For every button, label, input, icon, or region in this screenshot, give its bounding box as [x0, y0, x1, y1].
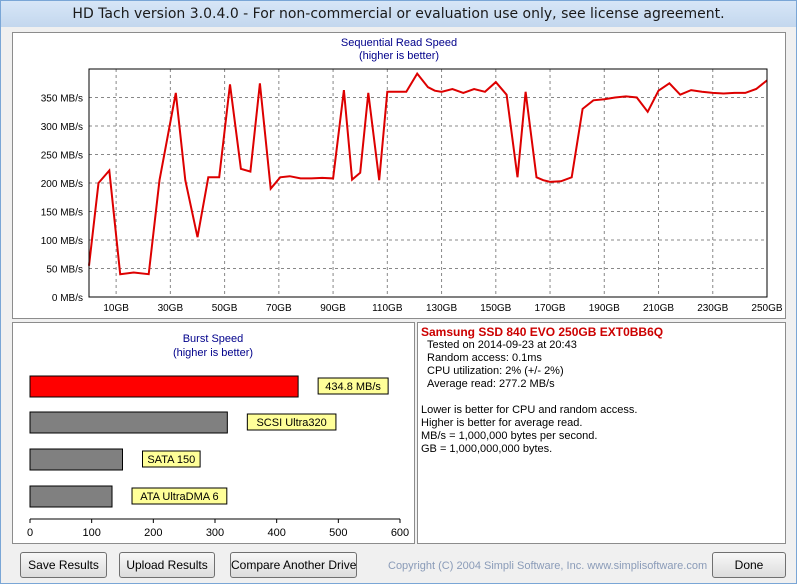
- seq-x-tick-label: 110GB: [372, 303, 403, 314]
- burst-bar: [29, 375, 299, 398]
- seq-x-tick-label: 70GB: [266, 303, 292, 314]
- burst-speed-chart: Burst Speed (higher is better) 434.8 MB/…: [27, 333, 409, 539]
- burst-bar-label-box: [317, 377, 389, 395]
- seq-x-tick-label: 210GB: [643, 303, 674, 314]
- burst-bar-label-box: [142, 450, 201, 468]
- burst-x-tick-label: 200: [144, 527, 162, 539]
- save-results-button[interactable]: Save Results: [20, 552, 107, 578]
- upload-results-button[interactable]: Upload Results: [119, 552, 215, 578]
- burst-bar: [29, 411, 228, 434]
- seq-y-tick-label: 150 MB/s: [41, 208, 83, 219]
- seq-x-tick-label: 150GB: [480, 303, 511, 314]
- seq-x-tick-label: 30GB: [158, 303, 184, 314]
- burst-x-tick-label: 400: [267, 527, 285, 539]
- burst-bar-label-box: [246, 413, 337, 431]
- seq-chart-subtitle: (higher is better): [359, 50, 439, 62]
- seq-y-tick-label: 300 MB/s: [41, 122, 83, 133]
- seq-y-tick-label: 50 MB/s: [46, 265, 83, 276]
- sequential-read-panel: Sequential Read Speed (higher is better)…: [12, 32, 786, 319]
- seq-y-tick-label: 200 MB/s: [41, 179, 83, 190]
- seq-x-tick-label: 130GB: [426, 303, 457, 314]
- note-mbs-definition: MB/s = 1,000,000 bytes per second.: [421, 430, 598, 442]
- burst-bar-label: SCSI Ultra320: [256, 417, 326, 429]
- note-gb-definition: GB = 1,000,000,000 bytes.: [421, 443, 553, 455]
- seq-chart-title: Sequential Read Speed: [341, 37, 457, 49]
- seq-y-tick-label: 100 MB/s: [41, 236, 83, 247]
- seq-y-tick-label: 350 MB/s: [41, 94, 83, 105]
- sequential-read-chart: Sequential Read Speed (higher is better)…: [41, 37, 783, 314]
- burst-bar-label: SATA 150: [147, 454, 195, 466]
- seq-x-tick-label: 190GB: [589, 303, 620, 314]
- seq-x-tick-label: 170GB: [534, 303, 565, 314]
- burst-bar-label: 434.8 MB/s: [325, 381, 381, 393]
- average-read-text: Average read: 277.2 MB/s: [427, 378, 555, 390]
- seq-plot-frame: [88, 68, 768, 298]
- note-average-read: Higher is better for average read.: [421, 417, 583, 429]
- drive-name: Samsung SSD 840 EVO 250GB EXT0BB6Q: [421, 325, 664, 339]
- burst-speed-panel: Burst Speed (higher is better) 434.8 MB/…: [12, 322, 415, 544]
- burst-bar: [29, 448, 123, 471]
- drive-info-panel: Samsung SSD 840 EVO 250GB EXT0BB6Q Teste…: [417, 322, 786, 544]
- burst-bar-label-box: [131, 487, 228, 505]
- burst-chart-title: Burst Speed: [183, 333, 244, 345]
- seq-y-tick-label: 0 MB/s: [52, 293, 83, 304]
- burst-x-tick-label: 100: [82, 527, 100, 539]
- seq-x-tick-label: 90GB: [320, 303, 346, 314]
- copyright-text: Copyright (C) 2004 Simpli Software, Inc.…: [388, 560, 708, 572]
- window-title: HD Tach version 3.0.4.0 - For non-commer…: [1, 1, 796, 27]
- burst-bar: [29, 485, 113, 508]
- note-cpu-random: Lower is better for CPU and random acces…: [421, 404, 638, 416]
- seq-y-tick-label: 250 MB/s: [41, 151, 83, 162]
- seq-x-tick-label: 10GB: [103, 303, 129, 314]
- random-access-text: Random access: 0.1ms: [427, 352, 542, 364]
- seq-x-tick-label: 50GB: [212, 303, 238, 314]
- burst-bar-label: ATA UltraDMA 6: [140, 491, 218, 503]
- burst-x-tick-label: 0: [27, 527, 33, 539]
- seq-x-tick-label: 250GB: [751, 303, 782, 314]
- seq-x-tick-label: 230GB: [697, 303, 728, 314]
- burst-chart-subtitle: (higher is better): [173, 347, 253, 359]
- burst-x-tick-label: 300: [206, 527, 224, 539]
- tested-on-text: Tested on 2014-09-23 at 20:43: [427, 339, 577, 351]
- cpu-utilization-text: CPU utilization: 2% (+/- 2%): [427, 365, 564, 377]
- done-button[interactable]: Done: [712, 552, 786, 578]
- compare-another-drive-button[interactable]: Compare Another Drive: [230, 552, 357, 578]
- sequential-read-series-line: [88, 71, 768, 276]
- burst-x-tick-label: 500: [329, 527, 347, 539]
- burst-x-tick-label: 600: [391, 527, 409, 539]
